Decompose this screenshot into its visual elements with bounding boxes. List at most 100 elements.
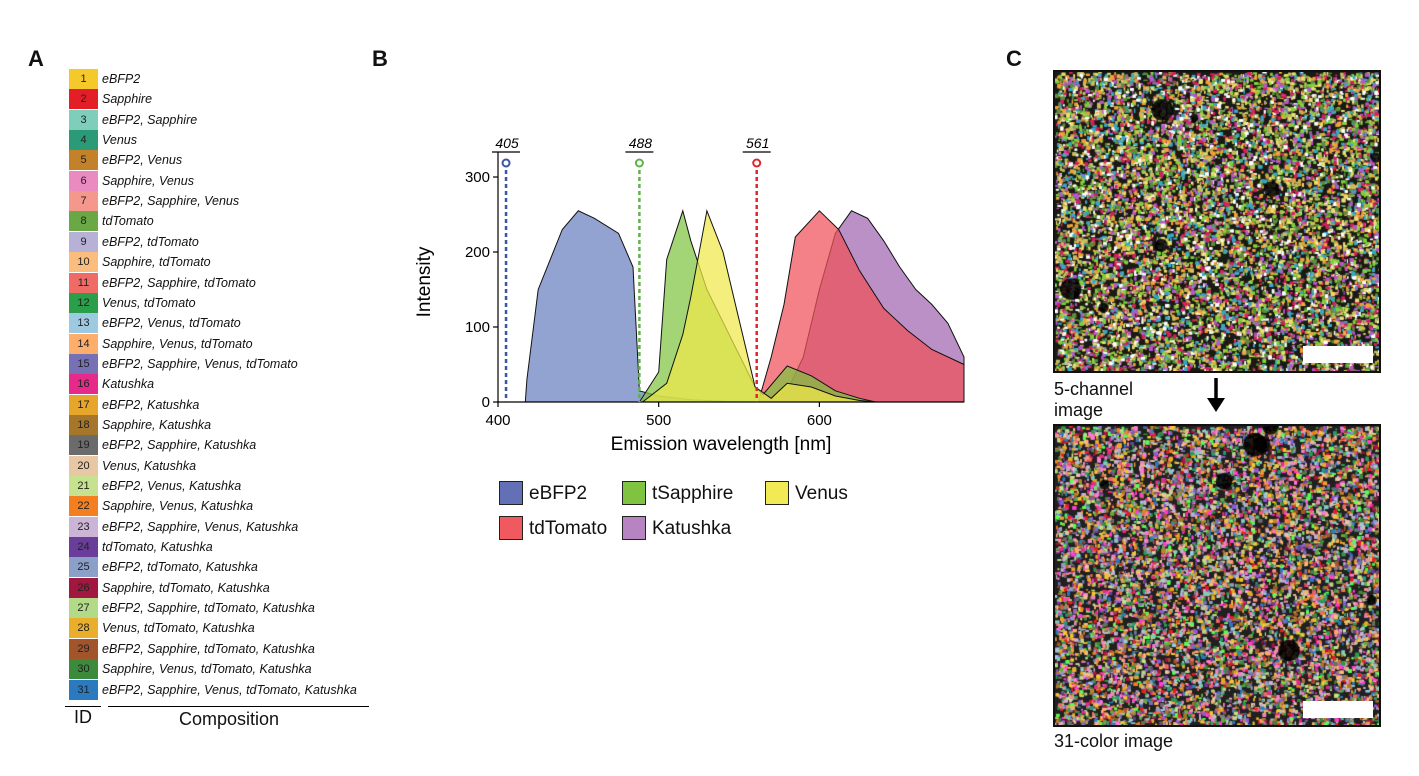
thirty-one-color-image <box>1053 424 1381 727</box>
barcode-id-swatch: 28 <box>69 618 98 639</box>
composition-text: eBFP2, tdTomato, Katushka <box>102 560 258 575</box>
laser-label-561: 561 <box>746 135 769 151</box>
composition-row: 14 Sapphire, Venus, tdTomato <box>69 333 389 354</box>
barcode-id-swatch: 26 <box>69 577 98 598</box>
composition-row: 18 Sapphire, Katushka <box>69 414 389 435</box>
composition-text: Venus, tdTomato <box>102 295 196 310</box>
composition-row: 10 Sapphire, tdTomato <box>69 252 389 273</box>
composition-text: Sapphire, Venus <box>102 173 194 188</box>
barcode-id-swatch: 7 <box>69 191 98 212</box>
composition-text: Sapphire <box>102 92 153 107</box>
barcode-id-swatch: 6 <box>69 170 98 191</box>
y-tick-label: 200 <box>465 244 490 261</box>
composition-row: 13 eBFP2, Venus, tdTomato <box>69 313 389 334</box>
composition-text: eBFP2, Sapphire, Venus, tdTomato <box>102 356 298 371</box>
legend-label: eBFP2 <box>529 483 588 504</box>
composition-row: 22 Sapphire, Venus, Katushka <box>69 496 389 517</box>
x-tick-label: 400 <box>485 412 510 429</box>
laser-label-488: 488 <box>629 135 653 151</box>
barcode-id-swatch: 13 <box>69 313 98 334</box>
barcode-id-swatch: 18 <box>69 414 98 435</box>
composition-row: 21 eBFP2, Venus, Katushka <box>69 476 389 496</box>
composition-text: eBFP2, Sapphire, Venus, tdTomato, Katush… <box>102 682 357 697</box>
composition-row: 12 Venus, tdTomato <box>69 292 389 313</box>
composition-row: 20 Venus, Katushka <box>69 455 389 476</box>
barcode-id-swatch: 27 <box>69 598 98 619</box>
y-tick-label: 300 <box>465 169 490 186</box>
composition-row: 5 eBFP2, Venus <box>69 150 389 171</box>
composition-row: 8 tdTomato <box>69 211 389 232</box>
legend-swatch <box>499 481 523 505</box>
composition-text: eBFP2, Venus, tdTomato <box>102 316 241 331</box>
barcode-id-swatch: 2 <box>69 89 98 110</box>
laser-marker-561 <box>752 158 762 168</box>
barcode-id-swatch: 1 <box>69 69 98 89</box>
barcode-id-swatch: 12 <box>69 292 98 313</box>
composition-text: tdTomato, Katushka <box>102 540 213 555</box>
composition-text: Sapphire, Venus, Katushka <box>102 499 254 514</box>
barcode-id-swatch: 24 <box>69 537 98 558</box>
barcode-id-swatch: 3 <box>69 109 98 130</box>
barcode-id-swatch: 21 <box>69 476 98 496</box>
five-channel-caption: 5-channel image <box>1054 379 1133 421</box>
laser-marker-488 <box>634 158 644 168</box>
barcode-id-swatch: 17 <box>69 394 98 415</box>
legend-swatch <box>622 516 646 540</box>
x-tick-label: 500 <box>646 412 671 429</box>
spectrum-tdtomato <box>757 210 965 403</box>
legend-label: Katushka <box>652 518 732 539</box>
composition-row: 6 Sapphire, Venus <box>69 170 389 191</box>
composition-row: 11 eBFP2, Sapphire, tdTomato <box>69 272 389 293</box>
composition-text: eBFP2, tdTomato <box>102 234 199 249</box>
panel-label-a: A <box>28 46 44 71</box>
composition-row: 7 eBFP2, Sapphire, Venus <box>69 191 389 212</box>
composition-text: Venus, Katushka <box>102 458 197 473</box>
composition-row: 16 Katushka <box>69 374 389 395</box>
composition-row: 4 Venus <box>69 130 389 151</box>
composition-row: 27 eBFP2, Sapphire, tdTomato, Katushka <box>69 598 389 619</box>
composition-row: 17 eBFP2, Katushka <box>69 394 389 415</box>
five-channel-image <box>1053 70 1381 373</box>
barcode-id-swatch: 20 <box>69 455 98 476</box>
composition-text: Sapphire, tdTomato, Katushka <box>102 580 270 595</box>
y-tick-label: 100 <box>465 319 490 336</box>
composition-text: Sapphire, Katushka <box>102 417 212 432</box>
composition-text: eBFP2, Venus <box>102 153 183 168</box>
legend-swatch <box>499 516 523 540</box>
composition-row: 15 eBFP2, Sapphire, Venus, tdTomato <box>69 353 389 374</box>
composition-row: 2 Sapphire <box>69 89 389 110</box>
barcode-id-swatch: 25 <box>69 557 98 578</box>
legend-label: Venus <box>795 483 848 504</box>
composition-row: 25 eBFP2, tdTomato, Katushka <box>69 557 389 578</box>
composition-row: 29 eBFP2, Sapphire, tdTomato, Katushka <box>69 638 389 659</box>
composition-text: eBFP2, Sapphire, tdTomato, Katushka <box>102 601 315 616</box>
composition-row: 3 eBFP2, Sapphire <box>69 109 389 130</box>
composition-column-label: Composition <box>179 709 280 729</box>
x-tick-label: 600 <box>807 412 832 429</box>
composition-text: Venus <box>102 133 137 148</box>
composition-text: Sapphire, Venus, tdTomato, Katushka <box>102 662 312 677</box>
five-channel-caption-text: 5-channel image <box>1054 379 1134 420</box>
barcode-id-swatch: 4 <box>69 130 98 151</box>
emission-spectra-chart: 400 500 600 0 100 200 300 Emission wavelength [… <box>414 135 965 455</box>
laser-marker-405 <box>501 158 511 168</box>
composition-row: 26 Sapphire, tdTomato, Katushka <box>69 577 389 598</box>
barcode-id-swatch: 30 <box>69 659 98 680</box>
legend-swatch <box>765 481 789 505</box>
composition-text: tdTomato <box>102 214 154 229</box>
composition-text: eBFP2, Sapphire, Venus, Katushka <box>102 519 299 534</box>
barcode-id-swatch: 31 <box>69 679 98 700</box>
barcode-id-swatch: 19 <box>69 435 98 456</box>
composition-text: Sapphire, Venus, tdTomato <box>102 336 253 351</box>
composition-row: 9 eBFP2, tdTomato <box>69 231 389 252</box>
id-column-label: ID <box>74 707 92 727</box>
composition-text: eBFP2, Sapphire, tdTomato, Katushka <box>102 641 315 656</box>
composition-row: 30 Sapphire, Venus, tdTomato, Katushka <box>69 659 389 680</box>
barcode-id-swatch: 14 <box>69 333 98 354</box>
legend-label: tSapphire <box>652 483 734 504</box>
composition-text: Sapphire, tdTomato <box>102 255 211 270</box>
down-arrow-icon <box>1207 378 1225 412</box>
scale-bar-top <box>1303 346 1373 363</box>
composition-text: eBFP2, Katushka <box>102 397 200 412</box>
composition-row: 1 eBFP2 <box>69 69 389 89</box>
